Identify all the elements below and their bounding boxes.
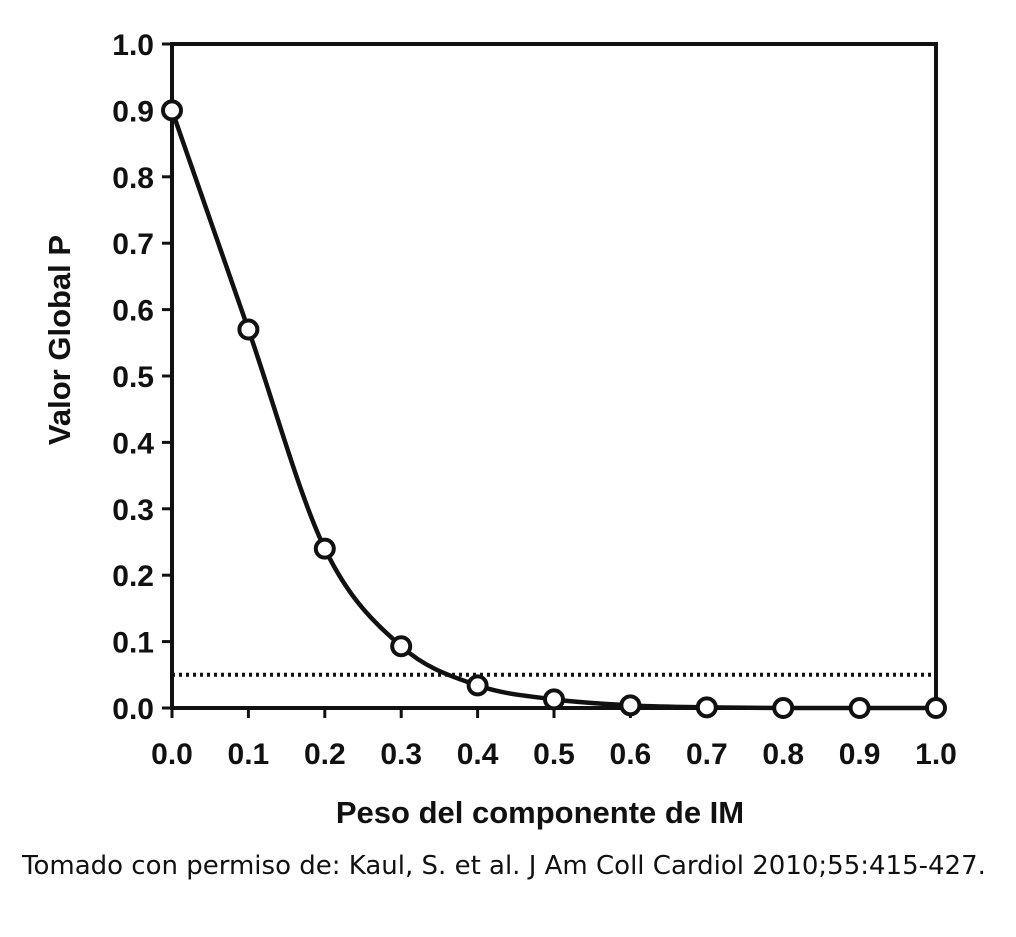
- x-tick-label: 1.0: [915, 738, 957, 771]
- y-tick-label: 0.2: [112, 560, 154, 593]
- data-point: [543, 688, 565, 711]
- y-tick-label: 0.5: [112, 361, 154, 394]
- plot-frame: [170, 42, 938, 710]
- y-tick-label: 0.3: [112, 494, 154, 527]
- x-tick-label: 0.9: [839, 738, 881, 771]
- y-tick-label: 0.0: [112, 693, 154, 726]
- x-axis-label: Peso del componente de IM: [336, 795, 744, 830]
- y-tick-label: 0.8: [112, 162, 154, 195]
- data-point: [848, 697, 871, 719]
- data-point: [161, 99, 183, 122]
- data-point: [772, 697, 795, 719]
- data-point: [619, 694, 642, 717]
- data-point: [925, 697, 947, 719]
- y-tick-label: 0.1: [112, 627, 154, 660]
- y-tick-label: 0.6: [112, 295, 154, 328]
- x-tick-label: 0.3: [380, 738, 422, 771]
- x-tick-label: 0.6: [610, 738, 652, 771]
- y-tick-label: 0.7: [112, 228, 154, 261]
- data-point: [237, 318, 260, 341]
- x-tick-label: 0.8: [762, 738, 804, 771]
- y-tick-label: 1.0: [112, 29, 154, 62]
- x-tick-label: 0.0: [151, 738, 193, 771]
- x-tick-label: 0.1: [228, 738, 270, 771]
- y-axis-ticks: 0.0 0.1 0.2 0.3 0.4 0.5 0.6 0.7 0.8 0.9 1.0: [112, 29, 172, 726]
- y-tick-label: 0.4: [112, 427, 154, 460]
- x-axis-ticks: 0.0 0.1 0.2 0.3 0.4 0.5 0.6 0.7 0.8 0.9 1.0: [151, 708, 957, 771]
- x-tick-label: 0.7: [686, 738, 728, 771]
- y-tick-label: 0.9: [112, 95, 154, 128]
- x-tick-label: 0.5: [533, 738, 575, 771]
- data-point: [313, 537, 336, 560]
- y-axis-label: Valor Global P: [42, 235, 77, 445]
- x-tick-label: 0.2: [304, 738, 346, 771]
- data-points: [161, 99, 947, 719]
- x-tick-label: 0.4: [457, 738, 499, 771]
- source-caption: Tomado con permiso de: Kaul, S. et al. J…: [22, 851, 986, 881]
- data-point: [466, 674, 489, 697]
- data-point: [390, 635, 413, 658]
- data-point: [695, 696, 718, 719]
- series-line: [169, 109, 936, 711]
- chart: 0.0 0.1 0.2 0.3 0.4 0.5 0.6 0.7 0.8 0.9 1.0 0.0 0.1…: [42, 29, 957, 830]
